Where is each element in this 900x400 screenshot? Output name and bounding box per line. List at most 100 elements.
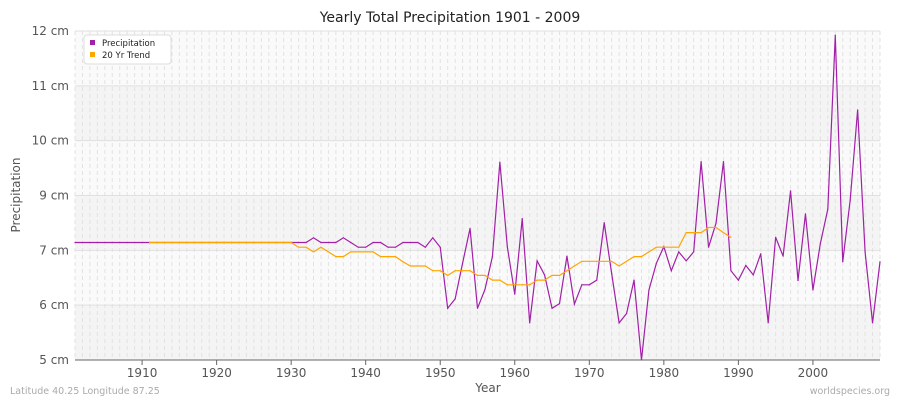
y-tick-label: 7 cm (39, 243, 69, 257)
trend-point (722, 232, 725, 234)
precipitation-point (566, 255, 568, 257)
trend-point (573, 265, 575, 267)
trend-point (238, 241, 240, 244)
trend-point (454, 270, 456, 272)
y-tick-label: 10 cm (32, 134, 69, 148)
x-tick-label: 1920 (201, 366, 232, 380)
precipitation-point (804, 213, 807, 215)
trend-point (715, 226, 717, 229)
trend-point (417, 265, 419, 267)
trend-point (268, 241, 270, 244)
trend-point (178, 241, 180, 244)
trend-point (447, 274, 449, 276)
trend-point (640, 256, 643, 258)
precipitation-point (529, 322, 531, 324)
precipitation-point (320, 241, 322, 244)
precipitation-point (633, 279, 635, 281)
precipitation-point (603, 222, 605, 224)
precipitation-point (521, 217, 523, 220)
legend-swatch-precipitation (90, 40, 95, 45)
source-label: worldspecies.org (810, 386, 890, 397)
trend-point (156, 241, 158, 244)
precipitation-point (454, 298, 456, 300)
trend-point (283, 241, 285, 244)
precipitation-point (126, 241, 128, 244)
precipitation-point (380, 241, 382, 244)
trend-point (432, 270, 434, 272)
precipitation-point (484, 288, 486, 291)
precipitation-point (134, 241, 136, 244)
trend-point (551, 274, 553, 276)
precipitation-point (767, 322, 769, 324)
y-tick-label: 6 cm (39, 298, 69, 312)
precipitation-point (439, 246, 441, 248)
precipitation-point (543, 274, 546, 276)
trend-point (476, 274, 479, 276)
trend-point (611, 260, 613, 262)
trend-point (201, 241, 203, 244)
precipitation-point (834, 34, 836, 36)
trend-point (543, 279, 546, 281)
trend-point (357, 251, 359, 253)
precipitation-point (752, 274, 754, 276)
trend-point (670, 246, 672, 248)
x-tick-label: 1980 (649, 366, 680, 380)
precipitation-point (305, 241, 307, 244)
precipitation-point (350, 241, 352, 244)
precipitation-point (819, 242, 821, 245)
precipitation-point (536, 260, 538, 262)
precipitation-point (476, 307, 479, 309)
trend-point (327, 251, 330, 253)
trend-point (320, 246, 322, 248)
trend-point (521, 284, 523, 286)
precipitation-point (342, 237, 344, 239)
x-tick-label: 2000 (798, 366, 829, 380)
precipitation-point (775, 236, 777, 238)
precipitation-point (432, 237, 434, 239)
trend-point (223, 241, 225, 244)
legend-box (83, 34, 172, 65)
precipitation-point (596, 279, 598, 281)
precipitation-point (588, 284, 590, 286)
precipitation-point (760, 253, 762, 255)
trend-point (402, 261, 404, 263)
precipitation-point (618, 322, 620, 324)
trend-point (424, 265, 426, 267)
trend-point (439, 270, 441, 272)
trend-point (499, 279, 501, 281)
precipitation-point (357, 246, 359, 248)
precipitation-point (394, 246, 397, 248)
chart-title: Yearly Total Precipitation 1901 - 2009 (319, 10, 581, 26)
trend-point (588, 260, 590, 262)
precipitation-point (625, 312, 628, 315)
legend-label-trend: 20 Yr Trend (102, 51, 150, 61)
precipitation-point (298, 241, 300, 244)
trend-point (685, 232, 687, 234)
trend-point (558, 274, 561, 276)
precipitation-point (871, 322, 874, 324)
precipitation-point (119, 241, 121, 244)
y-tick-label: 9 cm (39, 189, 69, 203)
precipitation-point (372, 241, 374, 244)
precipitation-point (737, 279, 739, 281)
trend-point (305, 246, 307, 248)
precipitation-point (424, 246, 426, 248)
precipitation-point (648, 289, 650, 291)
precipitation-point (447, 307, 449, 309)
trend-point (529, 284, 531, 286)
trend-point (163, 241, 166, 244)
precipitation-point (409, 241, 412, 244)
trend-point (260, 241, 262, 244)
precipitation-point (89, 241, 91, 244)
trend-point (380, 256, 382, 258)
trend-point (365, 251, 367, 253)
x-tick-label: 1950 (425, 366, 456, 380)
precipitation-point (312, 237, 315, 239)
trend-point (193, 241, 195, 244)
trend-point (350, 251, 352, 253)
trend-point (394, 256, 397, 258)
precipitation-point (365, 246, 367, 248)
precipitation-point (849, 199, 851, 201)
trend-point (342, 256, 344, 258)
